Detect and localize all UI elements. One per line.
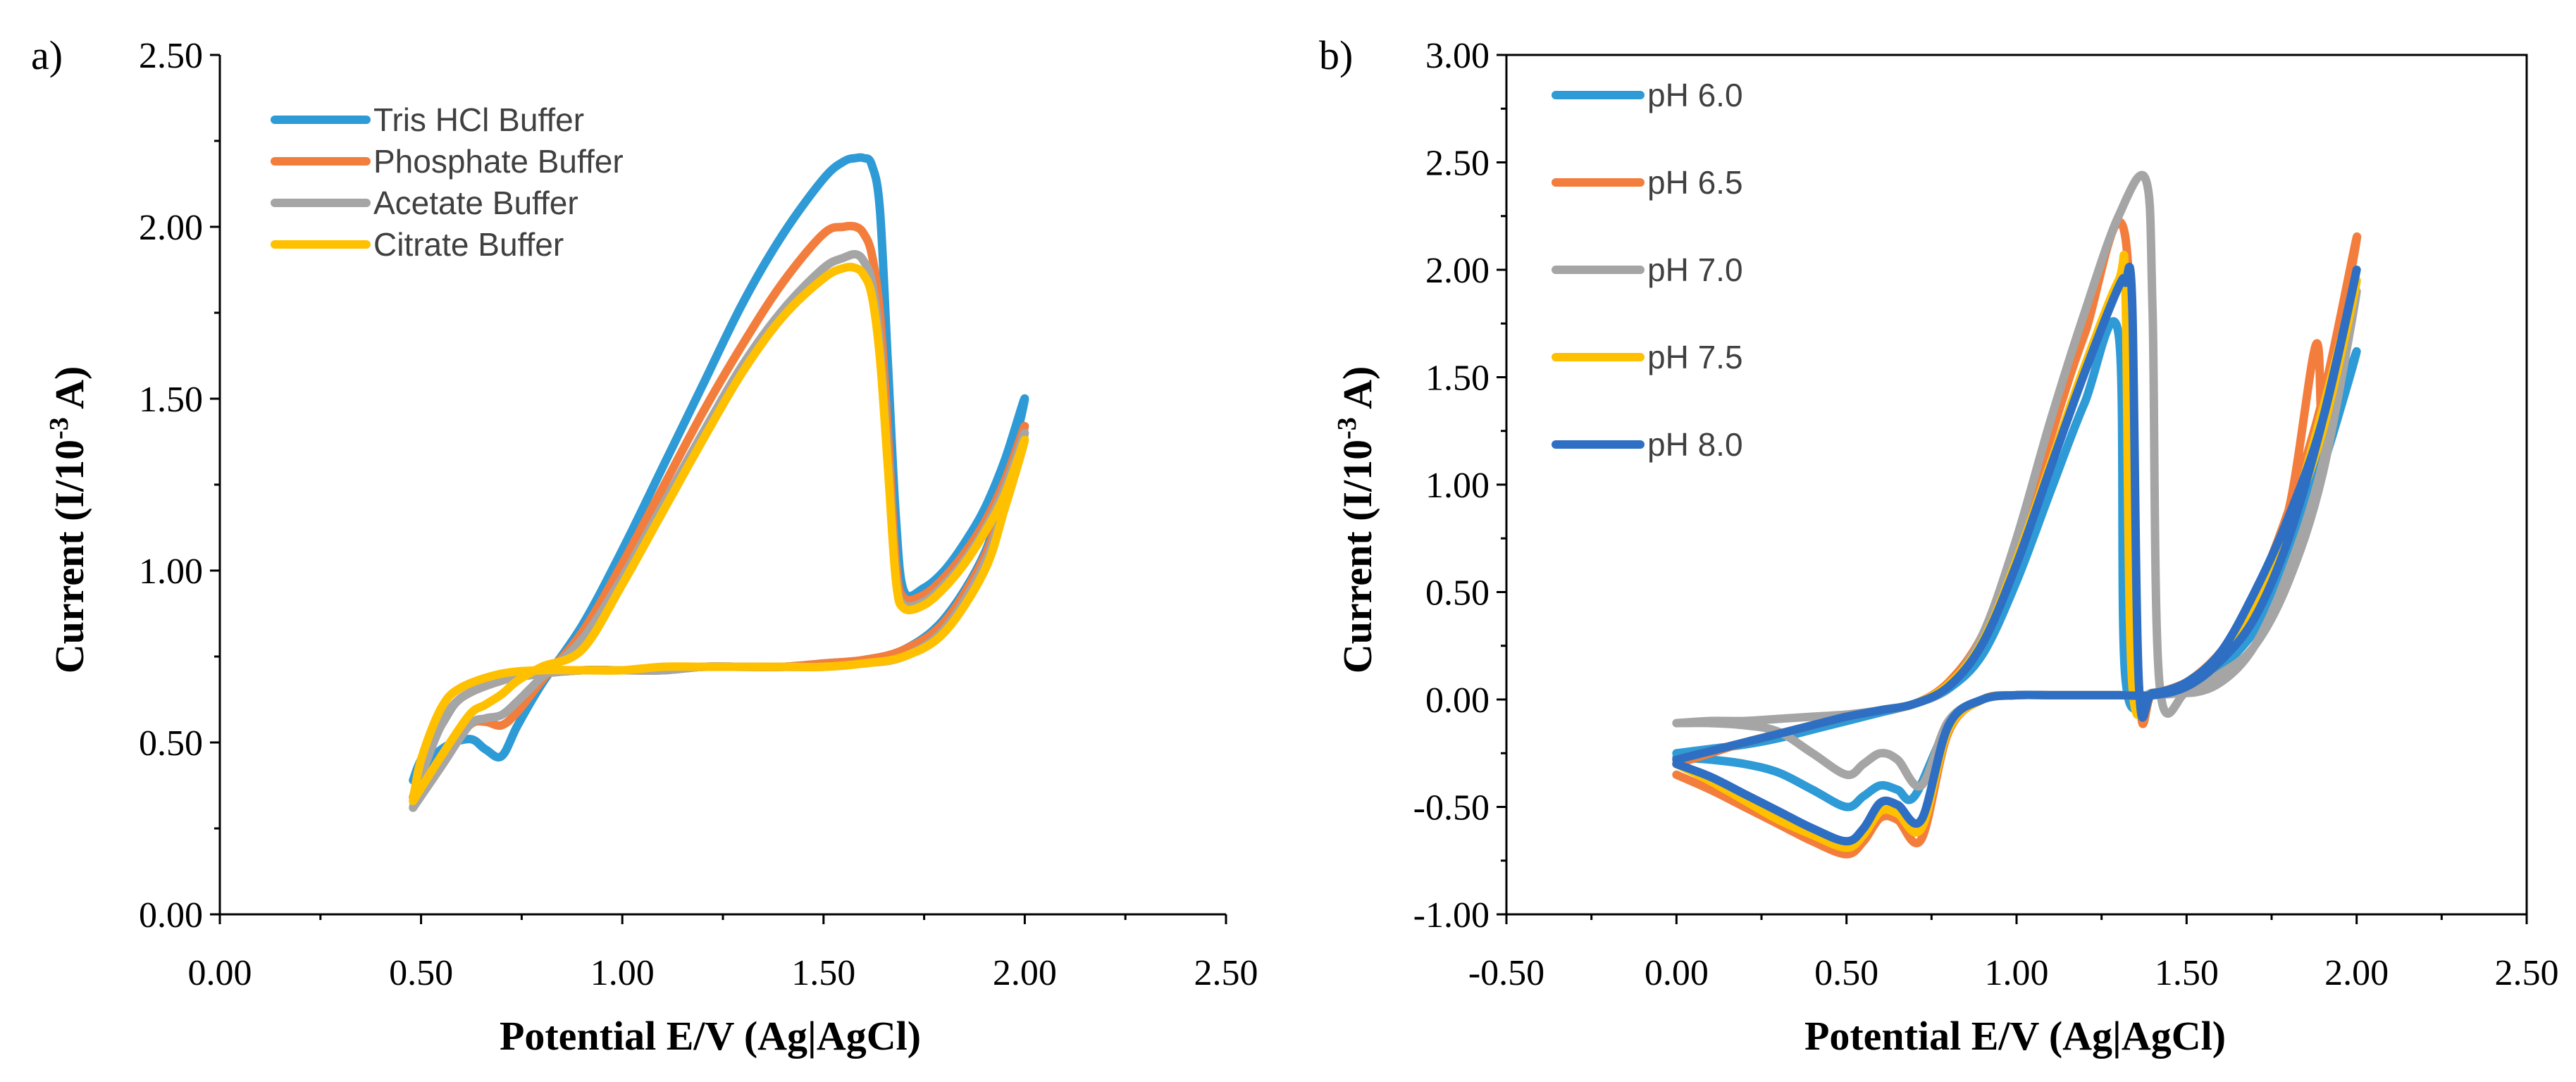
y-tick-label-a-4: 2.00 xyxy=(139,208,203,248)
x-tick-label-a-5: 2.50 xyxy=(1194,953,1258,993)
panel-b-series xyxy=(1672,170,2362,859)
y-tick-label-b-2: 0.00 xyxy=(1425,680,1490,721)
y-tick-label-a-2: 1.00 xyxy=(139,552,203,592)
panel-label-b: b) xyxy=(1319,32,1353,78)
legend-label-b-2: pH 7.0 xyxy=(1647,251,1743,288)
panel-b-axes: -1.00 -0.50 0.00 0.50 1.00 1.50 2.00 2.50 3.00 -0… xyxy=(1413,36,2559,993)
x-tick-label-b-3: 1.00 xyxy=(1985,953,2049,993)
y-tick-label-a-0: 0.00 xyxy=(139,895,203,935)
y-tick-label-b-6: 2.00 xyxy=(1425,251,1490,291)
series-line-b-4 xyxy=(1672,262,2361,846)
legend-label-a-3: Citrate Buffer xyxy=(373,226,564,263)
y-axis-title-b-end: A) xyxy=(1335,366,1380,418)
panel-a-chart: a) Current (I/10-3 A) Potential E/V (Ag|… xyxy=(31,32,1258,1059)
y-axis-title-a-main: Current (I/10 xyxy=(47,440,92,673)
x-tick-label-b-4: 1.50 xyxy=(2155,953,2219,993)
y-tick-label-b-4: 1.00 xyxy=(1425,466,1490,506)
series-line-b-3 xyxy=(1672,250,2361,852)
panel-label-a: a) xyxy=(31,32,63,78)
legend-label-a-1: Phosphate Buffer xyxy=(373,143,624,180)
x-tick-label-a-4: 2.00 xyxy=(993,953,1057,993)
x-tick-label-b-2: 0.50 xyxy=(1814,953,1878,993)
y-tick-label-b-5: 1.50 xyxy=(1425,359,1490,399)
panel-b-y-axis-title: Current (I/10-3 A) xyxy=(1332,366,1380,674)
panel-b-legend: pH 6.0 pH 6.5 pH 7.0 pH 7.5 pH 8.0 xyxy=(1552,77,1743,463)
y-tick-label-b-7: 2.50 xyxy=(1425,144,1490,184)
y-axis-title-a-sup: -3 xyxy=(44,417,74,440)
y-axis-title-b-main: Current (I/10 xyxy=(1335,440,1380,673)
svg-text:Current (I/10-3 A): Current (I/10-3 A) xyxy=(44,366,92,674)
y-tick-label-b-0: -1.00 xyxy=(1413,895,1490,935)
legend-label-b-4: pH 8.0 xyxy=(1647,426,1743,463)
y-tick-label-b-8: 3.00 xyxy=(1425,36,1490,76)
x-tick-label-b-6: 2.50 xyxy=(2495,953,2559,993)
y-tick-label-a-3: 1.50 xyxy=(139,380,203,420)
legend-label-b-1: pH 6.5 xyxy=(1647,164,1743,201)
x-axis-title-b: Potential E/V (Ag|AgCl) xyxy=(1804,1013,2226,1059)
x-tick-label-b-5: 2.00 xyxy=(2324,953,2389,993)
x-tick-label-a-3: 1.50 xyxy=(791,953,855,993)
x-axis-title-a: Potential E/V (Ag|AgCl) xyxy=(500,1013,921,1059)
y-tick-label-a-1: 0.50 xyxy=(139,723,203,764)
y-tick-label-a-5: 2.50 xyxy=(139,36,203,76)
y-axis-title-b-sup: -3 xyxy=(1332,417,1362,440)
x-tick-label-a-0: 0.00 xyxy=(188,953,252,993)
legend-label-b-3: pH 7.5 xyxy=(1647,339,1743,375)
panel-a-legend: Tris HCl Buffer Phosphate Buffer Acetate B… xyxy=(271,101,624,263)
panel-b-chart: b) Current (I/10-3 A) Potential E/V (Ag|… xyxy=(1319,32,2559,1059)
legend-label-b-0: pH 6.0 xyxy=(1647,77,1743,113)
panel-a-series xyxy=(409,153,1029,812)
y-tick-label-b-1: -0.50 xyxy=(1413,788,1490,828)
x-tick-label-b-1: 0.00 xyxy=(1645,953,1709,993)
panel-a-axes: 0.00 0.50 1.00 1.50 2.00 2.50 0.00 0.50 1.00 1.50… xyxy=(139,36,1258,993)
legend-label-a-2: Acetate Buffer xyxy=(373,185,578,221)
svg-text:Current (I/10-3 A): Current (I/10-3 A) xyxy=(1332,366,1380,674)
series-line-a-3 xyxy=(409,263,1029,805)
legend-label-a-0: Tris HCl Buffer xyxy=(373,101,584,138)
y-tick-label-b-3: 0.50 xyxy=(1425,573,1490,614)
x-tick-label-a-2: 1.00 xyxy=(590,953,655,993)
y-axis-title-a-end: A) xyxy=(47,366,92,418)
x-tick-label-a-1: 0.50 xyxy=(389,953,453,993)
panel-a-y-axis-title: Current (I/10-3 A) xyxy=(44,366,92,674)
x-tick-label-b-0: -0.50 xyxy=(1468,953,1544,993)
